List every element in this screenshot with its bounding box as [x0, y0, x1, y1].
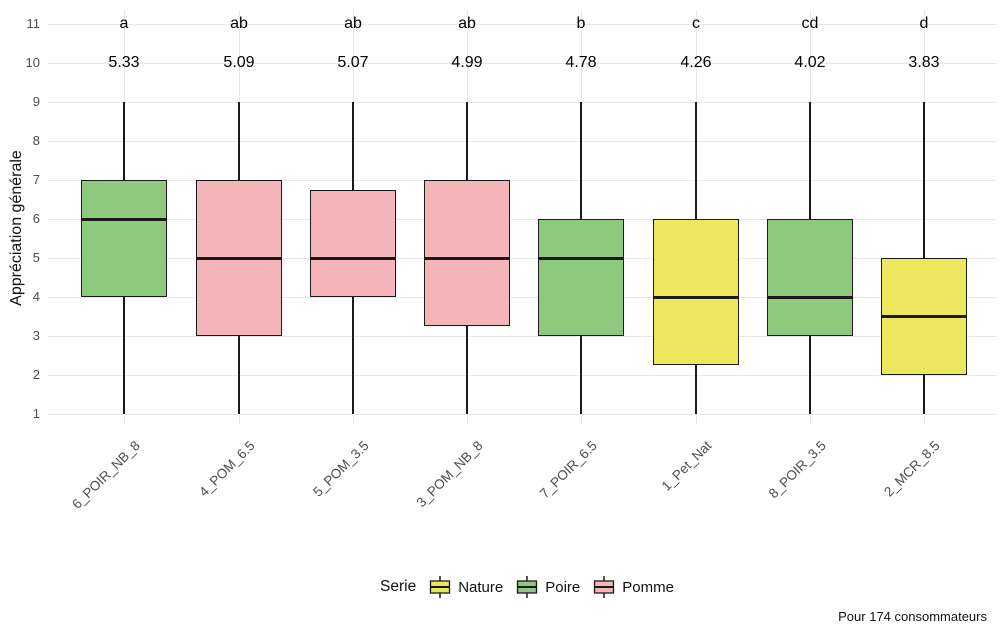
- y-tick-label: 2: [32, 367, 40, 382]
- y-tick-label: 1: [32, 406, 40, 421]
- boxplot-key-icon: [517, 576, 538, 598]
- legend-items: Nature Poire Pomme: [428, 576, 674, 598]
- mean-label: 5.33: [108, 54, 140, 71]
- h-gridline: [48, 140, 997, 142]
- legend-item: Poire: [515, 576, 580, 598]
- legend-item: Pomme: [592, 576, 674, 598]
- box: [767, 219, 853, 336]
- h-gridline: [48, 218, 997, 220]
- significance-letter: b: [576, 15, 586, 32]
- median-line: [767, 295, 853, 299]
- mean-label: 4.26: [680, 54, 712, 71]
- legend-title: Serie: [380, 578, 417, 595]
- boxplot-key-icon: [594, 576, 615, 598]
- mean-label: 4.78: [565, 54, 597, 71]
- significance-letter: c: [692, 15, 700, 32]
- h-gridline: [48, 257, 997, 259]
- significance-letter: ab: [458, 15, 476, 32]
- h-gridline: [48, 179, 997, 181]
- legend-item-label: Pomme: [622, 578, 674, 596]
- mean-label: 5.09: [223, 54, 255, 71]
- mean-label: 4.99: [451, 54, 483, 71]
- median-line: [538, 256, 624, 260]
- median-line: [196, 256, 282, 260]
- box: [81, 180, 167, 297]
- y-tick-label: 7: [32, 172, 40, 187]
- legend: Serie Nature Poire Pomme: [0, 576, 1000, 598]
- y-tick-label: 11: [26, 16, 41, 31]
- y-tick-label: 5: [32, 250, 40, 265]
- h-gridline: [48, 62, 997, 64]
- mean-label: 5.07: [337, 54, 369, 71]
- box: [424, 180, 510, 327]
- y-tick-label: 9: [32, 94, 40, 109]
- y-tick-label: 8: [32, 133, 40, 148]
- x-tick-label: 4_POM_6.5: [196, 438, 258, 500]
- h-gridline: [48, 101, 997, 103]
- x-tick-label: 5_POM_3.5: [310, 438, 372, 500]
- significance-letter: ab: [344, 15, 362, 32]
- box: [538, 219, 624, 336]
- y-tick-label: 10: [25, 55, 40, 70]
- legend-item-label: Poire: [545, 578, 581, 596]
- y-tick-label: 4: [32, 289, 40, 304]
- h-gridline: [48, 335, 997, 337]
- significance-letter: cd: [801, 15, 819, 32]
- legend-item-label: Nature: [458, 578, 504, 596]
- significance-letter: d: [919, 15, 929, 32]
- mean-label: 4.02: [794, 54, 826, 71]
- mean-label: 3.83: [908, 54, 940, 71]
- h-gridline: [48, 296, 997, 298]
- median-line: [881, 315, 967, 318]
- x-tick-label: 3_POM_NB_8: [413, 438, 486, 511]
- box: [310, 189, 396, 297]
- x-tick-label: 8_POIR_3.5: [765, 438, 829, 502]
- x-tick-label: 2_MCR_8.5: [881, 438, 943, 500]
- x-tick-label: 1_Pet_Nat: [658, 438, 715, 494]
- y-tick-label: 6: [32, 211, 40, 226]
- h-gridline: [48, 23, 997, 25]
- significance-letter: ab: [230, 15, 248, 32]
- box: [653, 219, 739, 366]
- footnote: Pour 174 consommateurs: [838, 609, 987, 624]
- median-line: [424, 256, 510, 260]
- x-tick-label: 6_POIR_NB_8: [68, 438, 143, 512]
- h-gridline: [48, 413, 997, 415]
- median-line: [81, 217, 167, 221]
- y-tick-label: 3: [32, 328, 40, 343]
- median-line: [310, 256, 396, 260]
- median-line: [653, 295, 739, 299]
- h-gridline: [48, 374, 997, 376]
- significance-letter: a: [119, 15, 129, 32]
- legend-item: Nature: [428, 576, 503, 598]
- boxplot-key-icon: [430, 576, 451, 598]
- x-tick-label: 7_POIR_6.5: [536, 438, 600, 502]
